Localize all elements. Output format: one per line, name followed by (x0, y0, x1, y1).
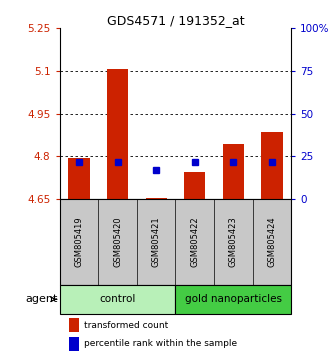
Bar (69, 318, 79, 332)
Text: GSM805422: GSM805422 (190, 217, 199, 267)
Bar (184, 172, 205, 199)
Bar (68, 158, 89, 199)
Bar (261, 132, 283, 199)
Text: gold nanoparticles: gold nanoparticles (185, 294, 282, 304)
Bar (107, 69, 128, 199)
Text: percentile rank within the sample: percentile rank within the sample (84, 339, 237, 348)
Text: GSM805420: GSM805420 (113, 217, 122, 267)
Text: GSM805419: GSM805419 (74, 217, 83, 267)
Text: agent: agent (25, 294, 58, 304)
Text: transformed count: transformed count (84, 321, 168, 330)
Bar (69, 337, 79, 351)
Bar (60, 285, 175, 314)
Bar (175, 285, 291, 314)
Title: GDS4571 / 191352_at: GDS4571 / 191352_at (107, 14, 244, 27)
Text: GSM805421: GSM805421 (152, 217, 161, 267)
Text: GSM805423: GSM805423 (229, 217, 238, 267)
Bar (146, 198, 167, 199)
Text: GSM805424: GSM805424 (267, 217, 276, 267)
Bar (223, 144, 244, 199)
Text: control: control (99, 294, 136, 304)
